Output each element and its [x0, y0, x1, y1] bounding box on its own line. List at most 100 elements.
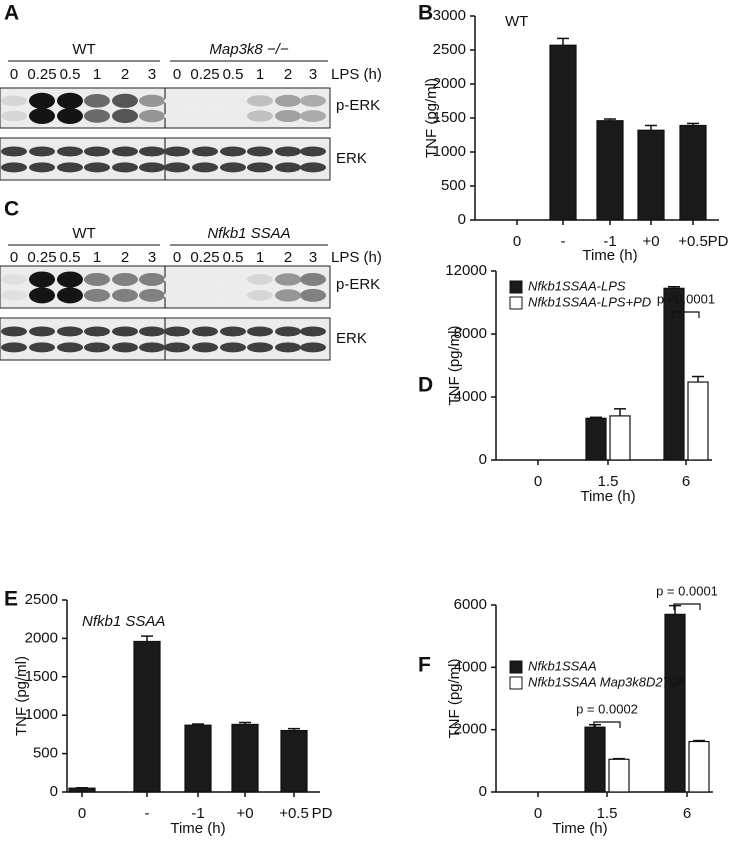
y-tick-label: 2000: [25, 629, 58, 646]
lane-label: 0: [173, 249, 181, 266]
band: [84, 109, 110, 123]
band: [29, 287, 55, 304]
band: [57, 287, 83, 304]
y-tick-label: 8000: [454, 325, 487, 342]
band: [300, 94, 326, 107]
band: [84, 288, 110, 302]
band: [220, 95, 246, 106]
lane-label: 2: [121, 249, 129, 266]
band: [57, 271, 83, 288]
y-tick-label: 12000: [445, 262, 487, 279]
band: [139, 162, 165, 173]
band: [1, 162, 27, 173]
band: [29, 92, 55, 109]
legend-label: Nfkb1SSAA Map3k8D270A: [528, 674, 686, 689]
band: [84, 272, 110, 286]
band: [1, 342, 27, 353]
band: [1, 95, 27, 107]
band: [220, 162, 246, 173]
bar: [609, 415, 631, 461]
band: [29, 162, 55, 173]
lane-label: 3: [309, 249, 317, 266]
bar: [133, 640, 161, 793]
y-axis-label: TNF (pg/ml): [423, 78, 440, 158]
band: [220, 146, 246, 157]
band: [139, 326, 165, 337]
y-tick-label: 2500: [433, 41, 466, 58]
panel-label: D: [418, 374, 433, 397]
group-label: WT: [72, 225, 95, 242]
band: [112, 146, 138, 157]
band: [1, 146, 27, 157]
y-tick-label: 3000: [433, 7, 466, 24]
lane-label: 1: [93, 249, 101, 266]
band: [1, 326, 27, 337]
band: [112, 288, 138, 302]
lane-label: 0.5: [223, 66, 244, 83]
x-tick-label: 6: [683, 805, 691, 822]
y-tick-label: 0: [479, 451, 487, 468]
band: [247, 290, 273, 301]
band: [192, 326, 218, 337]
band: [164, 290, 190, 301]
lane-label: 0: [173, 66, 181, 83]
y-tick-label: 1500: [25, 668, 58, 685]
band: [300, 326, 326, 337]
band: [247, 274, 273, 285]
bar: [231, 723, 259, 793]
lane-axis-label: LPS (h): [331, 66, 382, 83]
band: [192, 111, 218, 121]
bar: [637, 129, 665, 221]
band: [275, 289, 301, 302]
y-tick-label: 500: [33, 745, 58, 762]
band: [29, 342, 55, 353]
annotation: p <0.0001: [657, 291, 715, 306]
band: [164, 95, 190, 106]
bar: [679, 124, 707, 221]
lane-label: 0.5: [60, 249, 81, 266]
group-label: Nfkb1 SSAA: [207, 225, 290, 242]
x-tick-label: 1.5: [597, 805, 618, 822]
x-tick-label: -1: [603, 233, 616, 250]
band: [57, 326, 83, 337]
row-label: ERK: [336, 150, 367, 167]
y-tick-label: 4000: [454, 658, 487, 675]
band: [192, 290, 218, 301]
lane-label: 3: [148, 249, 156, 266]
y-tick-label: 4000: [454, 388, 487, 405]
band: [247, 326, 273, 337]
lane-label: 1: [93, 66, 101, 83]
legend-swatch: [509, 280, 523, 294]
lane-label: 0.25: [190, 249, 219, 266]
bar: [584, 726, 606, 793]
x-tick-label: -: [145, 805, 150, 822]
annotation: p = 0.0002: [576, 701, 638, 716]
panel-label: F: [418, 654, 431, 677]
band: [1, 290, 27, 301]
band: [192, 146, 218, 157]
bracket: [672, 311, 700, 318]
band: [139, 109, 165, 123]
x-axis-label: Time (h): [580, 488, 635, 505]
y-tick-label: 1500: [433, 109, 466, 126]
band: [247, 95, 273, 107]
band: [29, 108, 55, 124]
lane-label: 1: [256, 249, 264, 266]
band: [84, 94, 110, 108]
lane-label: 0.5: [223, 249, 244, 266]
annotation: p = 0.0001: [656, 583, 718, 598]
y-tick-label: 0: [50, 783, 58, 800]
band: [57, 108, 83, 124]
x-tick-label: 0: [534, 473, 542, 490]
y-tick-label: 0: [479, 783, 487, 800]
lane-label: 0: [10, 249, 18, 266]
band: [29, 271, 55, 288]
bar: [687, 381, 709, 461]
band: [275, 146, 301, 157]
band: [57, 92, 83, 109]
bar: [663, 287, 685, 461]
band: [247, 342, 273, 353]
band: [139, 272, 165, 286]
x-tick-label: -: [561, 233, 566, 250]
y-tick-label: 1000: [25, 706, 58, 723]
